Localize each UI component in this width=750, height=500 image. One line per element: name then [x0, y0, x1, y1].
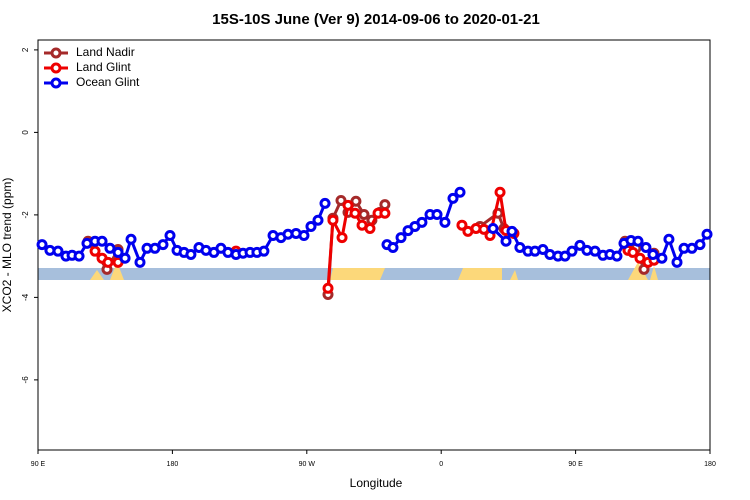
data-point: [305, 220, 317, 232]
data-point: [336, 232, 348, 244]
data-point: [125, 233, 137, 245]
data-point: [663, 233, 675, 245]
data-point: [559, 250, 571, 262]
data-point: [611, 250, 623, 262]
data-point: [364, 223, 376, 235]
data-point: [36, 239, 48, 251]
data-point: [694, 239, 706, 251]
y-tick-label: -2: [21, 211, 30, 219]
data-point: [312, 214, 324, 226]
data-point: [258, 245, 270, 257]
data-point: [487, 223, 499, 235]
data-point: [89, 245, 101, 257]
x-tick-label: 90 W: [299, 461, 316, 468]
data-point: [574, 239, 586, 251]
data-point: [439, 216, 451, 228]
data-point: [656, 252, 668, 264]
data-point: [416, 216, 428, 228]
data-point: [358, 208, 370, 220]
data-point: [627, 246, 639, 258]
data-point: [387, 241, 399, 253]
plot-frame: [37, 39, 711, 451]
legend-label: Land Nadir: [76, 45, 135, 59]
data-point: [349, 207, 361, 219]
data-point: [102, 256, 114, 268]
data-point: [506, 225, 518, 237]
data-point: [157, 239, 169, 251]
data-point: [686, 242, 698, 254]
legend-marker: [50, 62, 62, 74]
data-point: [447, 192, 459, 204]
data-point: [52, 245, 64, 257]
data-point: [647, 248, 659, 260]
surface-strip: [38, 262, 710, 280]
legend-marker: [50, 77, 62, 89]
x-axis-label: Longitude: [350, 476, 403, 490]
legend-marker: [50, 47, 62, 59]
data-point: [350, 195, 362, 207]
y-tick-label: 2: [21, 47, 30, 52]
data-point: [298, 230, 310, 242]
x-tick-label: 180: [704, 461, 716, 468]
data-point: [514, 241, 526, 253]
y-tick-label: 0: [21, 130, 30, 135]
data-point: [119, 252, 131, 264]
data-point: [537, 244, 549, 256]
data-point: [134, 256, 146, 268]
data-point: [335, 194, 347, 206]
data-point: [379, 207, 391, 219]
data-point: [319, 197, 331, 209]
data-point: [589, 245, 601, 257]
data-point: [149, 242, 161, 254]
x-tick-label: 180: [167, 461, 179, 468]
data-point: [164, 230, 176, 242]
data-point: [112, 246, 124, 258]
data-point: [96, 235, 108, 247]
x-tick-label: 90 E: [568, 461, 583, 468]
data-point: [640, 241, 652, 253]
legend-label: Land Glint: [76, 60, 131, 74]
chart-title: 15S-10S June (Ver 9) 2014-09-06 to 2020-…: [212, 11, 540, 28]
legend-label: Ocean Glint: [76, 75, 140, 89]
data-point: [500, 235, 512, 247]
data-point: [632, 235, 644, 247]
data-point: [671, 256, 683, 268]
data-point: [395, 232, 407, 244]
data-point: [431, 208, 443, 220]
data-point: [327, 214, 339, 226]
data-point: [454, 186, 466, 198]
data-point: [634, 252, 646, 264]
x-tick-label: 90 E: [31, 461, 46, 468]
data-point: [185, 248, 197, 260]
data-point: [73, 250, 85, 262]
data-point: [104, 242, 116, 254]
data-point: [456, 219, 468, 231]
data-point: [379, 199, 391, 211]
data-point: [322, 282, 334, 294]
y-tick-label: -6: [21, 376, 30, 384]
data-point: [342, 199, 354, 211]
data-point: [566, 245, 578, 257]
y-tick-label: -4: [21, 293, 30, 301]
data-point: [701, 228, 713, 240]
y-axis-label: XCO2 - MLO trend (ppm): [0, 178, 14, 313]
x-tick-label: 0: [439, 461, 443, 468]
data-point: [494, 186, 506, 198]
